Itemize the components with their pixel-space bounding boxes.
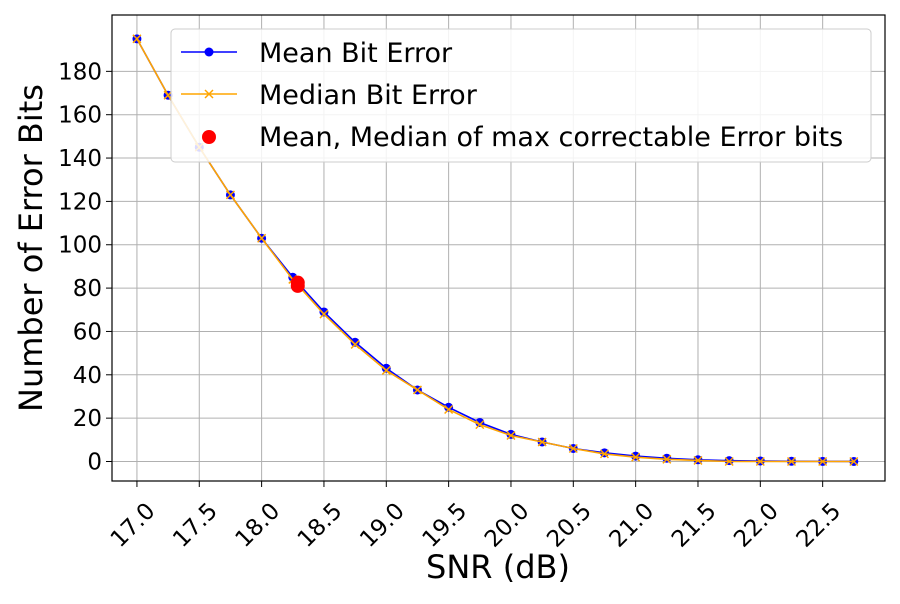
plot-frame	[111, 14, 886, 482]
x-tick-label: 20.5	[542, 498, 597, 553]
legend-box	[170, 28, 872, 163]
median-bit-error-point	[225, 190, 235, 200]
y-tick-label: 60	[73, 319, 102, 345]
median-bit-error-point	[693, 455, 703, 465]
median-bit-error-point	[381, 365, 391, 375]
x-marker-stroke	[662, 454, 672, 464]
x-marker-stroke	[786, 456, 797, 467]
x-marker-stroke	[755, 456, 765, 467]
mean-bit-error-point	[350, 337, 360, 347]
mean-bit-error-point	[444, 402, 454, 412]
median-bit-error-point	[786, 456, 797, 467]
x-marker-stroke	[132, 34, 142, 44]
mean-bit-error-point	[599, 448, 609, 458]
x-tick-label: 18.0	[231, 498, 286, 553]
median-bit-error-point	[724, 456, 734, 467]
x-marker-stroke	[350, 339, 360, 349]
mean-bit-error-point	[381, 363, 391, 373]
x-tick-label: 21.5	[667, 498, 722, 553]
x-marker-stroke	[204, 89, 214, 99]
x-tick-label: 19.5	[418, 498, 473, 553]
legend-swatch-median-marker	[204, 89, 214, 99]
x-marker-stroke	[412, 385, 422, 395]
x-marker-stroke	[444, 404, 454, 415]
median-bit-error-point	[818, 456, 828, 467]
x-marker-stroke	[475, 420, 485, 430]
y-tick-label: 0	[87, 449, 102, 475]
median-bit-error-point	[132, 34, 142, 44]
y-tick-label: 40	[73, 363, 102, 389]
x-marker-stroke	[849, 456, 859, 467]
x-tick-label: 20.0	[480, 498, 535, 553]
x-tick-label: 21.0	[605, 498, 660, 553]
x-marker-stroke	[537, 437, 547, 447]
x-marker-stroke	[568, 443, 578, 454]
legend-label-mean: Mean Bit Error	[259, 38, 453, 69]
y-axis-label: Number of Error Bits	[12, 84, 50, 412]
median-bit-error-point	[319, 309, 329, 319]
median-bit-error-point	[599, 449, 610, 459]
median-bit-error-line	[136, 38, 854, 463]
legend-swatch-max-correctable	[202, 130, 216, 144]
mean-bit-error-point	[662, 453, 672, 463]
legend-swatches	[181, 47, 237, 144]
plot-series	[132, 34, 859, 467]
x-tick-label: 19.0	[355, 498, 410, 553]
x-marker-stroke	[381, 365, 391, 375]
x-tick-label: 17.5	[168, 498, 223, 553]
median-bit-error-point	[662, 454, 672, 464]
y-tick-label: 160	[58, 103, 102, 129]
x-tick-label: 22.5	[792, 498, 847, 553]
median-bit-error-point	[755, 456, 765, 467]
x-tick-label: 17.0	[106, 498, 161, 553]
median-bit-error-point	[849, 456, 859, 467]
median-bit-error-point	[568, 443, 578, 454]
legend-swatch-mean-marker	[204, 47, 214, 57]
max-correctable-point	[290, 278, 305, 293]
x-marker-stroke	[506, 430, 516, 441]
median-bit-error-point	[350, 339, 360, 349]
y-tick-label: 20	[73, 406, 102, 432]
y-tick-label: 120	[58, 189, 102, 215]
y-tick-label: 140	[58, 146, 102, 172]
x-marker-stroke	[225, 190, 235, 200]
median-bit-error-point	[631, 452, 641, 462]
median-bit-error-point	[475, 420, 485, 430]
x-marker-stroke	[599, 449, 610, 459]
legend-label-median: Median Bit Error	[259, 80, 478, 111]
legend-label-max-correctable: Mean, Median of max correctable Error bi…	[259, 122, 843, 153]
x-marker-stroke	[693, 455, 703, 465]
x-tick-label: 18.5	[293, 498, 348, 553]
x-marker-stroke	[631, 452, 641, 462]
y-tick-label: 180	[58, 59, 102, 85]
y-tick-label: 80	[73, 276, 102, 302]
median-bit-error-point	[537, 437, 547, 447]
x-marker-stroke	[818, 456, 828, 467]
median-bit-error-point	[506, 430, 516, 441]
y-tick-label: 100	[58, 233, 102, 259]
mean-bit-error-point	[631, 451, 641, 461]
median-bit-error-point	[444, 404, 454, 415]
median-bit-error-point	[257, 233, 267, 243]
x-marker-stroke	[319, 309, 329, 319]
x-axis-label: SNR (dB)	[426, 548, 570, 586]
mean-bit-error-point	[319, 307, 329, 317]
median-bit-error-point	[412, 385, 422, 395]
x-marker-stroke	[724, 456, 734, 467]
x-marker-stroke	[257, 233, 267, 243]
legend: Mean Bit Error Median Bit Error Mean, Me…	[170, 28, 872, 163]
x-tick-label: 22.0	[729, 498, 784, 553]
